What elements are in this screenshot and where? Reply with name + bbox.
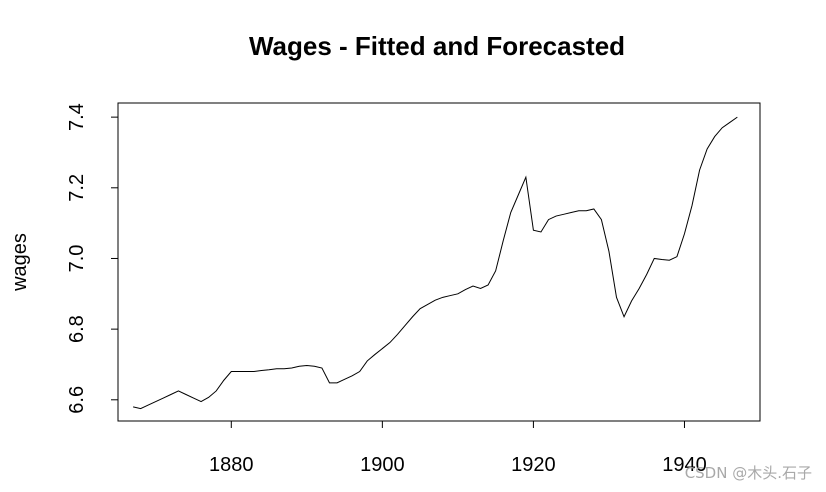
wages-series-line: [132, 116, 738, 410]
y-tick-label: 7.4: [66, 103, 88, 131]
y-axis-label: wages: [9, 233, 31, 292]
y-tick-label: 6.8: [66, 315, 88, 343]
plot-area-frame: [117, 102, 761, 422]
x-tick-label: 1940: [662, 454, 707, 476]
chart-title: Wages - Fitted and Forecasted: [249, 31, 625, 61]
x-tick-label: 1920: [511, 454, 556, 476]
y-axis: 6.6 6.8 7.0 7.2 7.4: [66, 103, 119, 414]
y-tick-label: 7.2: [66, 174, 88, 202]
x-tick-label: 1900: [360, 454, 405, 476]
y-tick-label: 6.6: [66, 386, 88, 414]
y-tick-label: 7.0: [66, 245, 88, 273]
x-axis: 1880 1900 1920 1940: [209, 420, 707, 476]
x-tick-label: 1880: [209, 454, 254, 476]
watermark-text: CSDN @木头.石子: [685, 464, 812, 482]
